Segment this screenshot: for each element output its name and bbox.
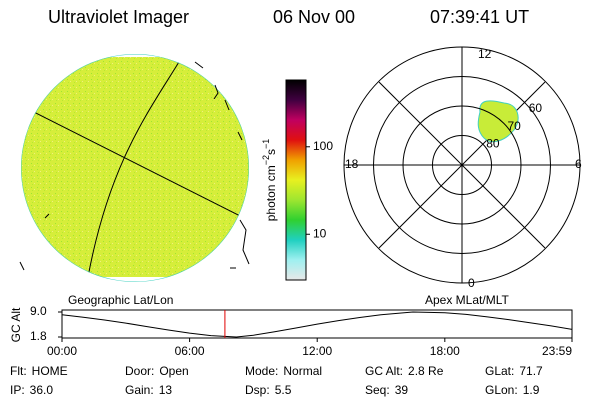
info-value: 5.5 (275, 383, 292, 397)
info-label: Flt: (10, 364, 27, 378)
info-panel: Flt: HOME Door: Open Mode: Normal GC Alt: 2.8 R… (10, 364, 543, 397)
lat-ring (373, 76, 551, 254)
y-tick-label: 9.0 (30, 304, 47, 318)
title: Ultraviolet Imager (48, 7, 189, 27)
lat-label: 60 (529, 101, 543, 115)
lat-label: 70 (507, 119, 521, 133)
timeline: 00:00 06:00 12:00 18:00 23:59 9.0 1.8 (30, 304, 573, 358)
lat-ring (402, 105, 522, 225)
info-value: 36.0 (30, 383, 54, 397)
info-value: 13 (159, 383, 173, 397)
colorbar-tick-label: 10 (313, 226, 327, 240)
info-label: Dsp: (245, 383, 270, 397)
x-tick-label: 18:00 (430, 344, 460, 358)
x-tick-label: 23:59 (542, 344, 572, 358)
info-value: Open (159, 364, 188, 378)
polar-grid (343, 46, 581, 284)
info-label: Seq: (365, 383, 390, 397)
info-label: GLon: (485, 383, 518, 397)
altitude-line (61, 311, 573, 338)
polar-label: Apex MLat/MLT (425, 293, 509, 307)
x-tick-label: 06:00 (175, 344, 205, 358)
info-label: IP: (10, 383, 25, 397)
x-tick-label: 12:00 (302, 344, 332, 358)
geo-label: Geographic Lat/Lon (68, 293, 173, 307)
x-tick-label: 00:00 (47, 344, 77, 358)
info-value: 39 (395, 383, 409, 397)
lat-label: 80 (486, 136, 500, 150)
info-label: Gain: (125, 383, 154, 397)
info-label: Door: (125, 364, 154, 378)
polar-rings: 80 70 60 (373, 76, 551, 254)
coastlines (19, 61, 250, 271)
info-value: 2.8 Re (408, 364, 444, 378)
mlt-label: 18 (345, 157, 359, 171)
mlt-label: 0 (468, 276, 475, 290)
info-label: GLat: (485, 364, 514, 378)
info-value: 71.7 (519, 364, 543, 378)
colorbar-label: photon cm−2s−1 (261, 139, 278, 222)
info-label: GC Alt: (365, 364, 403, 378)
geo-image (21, 56, 249, 278)
date: 06 Nov 00 (273, 7, 355, 27)
lat-ring (432, 135, 492, 195)
mlt-label: 12 (478, 47, 492, 61)
info-label: Mode: (245, 364, 278, 378)
time: 07:39:41 UT (430, 7, 529, 27)
colorbar-tick-label: 100 (313, 139, 333, 153)
y-tick-label: 1.8 (30, 329, 47, 343)
info-value: 1.9 (523, 383, 540, 397)
mlt-label: 6 (575, 157, 582, 171)
timeline-ylabel: GC Alt (9, 307, 23, 342)
colorbar: 10 100 (285, 79, 333, 281)
info-value: Normal (283, 364, 322, 378)
colorbar-scale (285, 79, 307, 281)
auroral-oval (477, 100, 519, 143)
info-value: HOME (32, 364, 68, 378)
